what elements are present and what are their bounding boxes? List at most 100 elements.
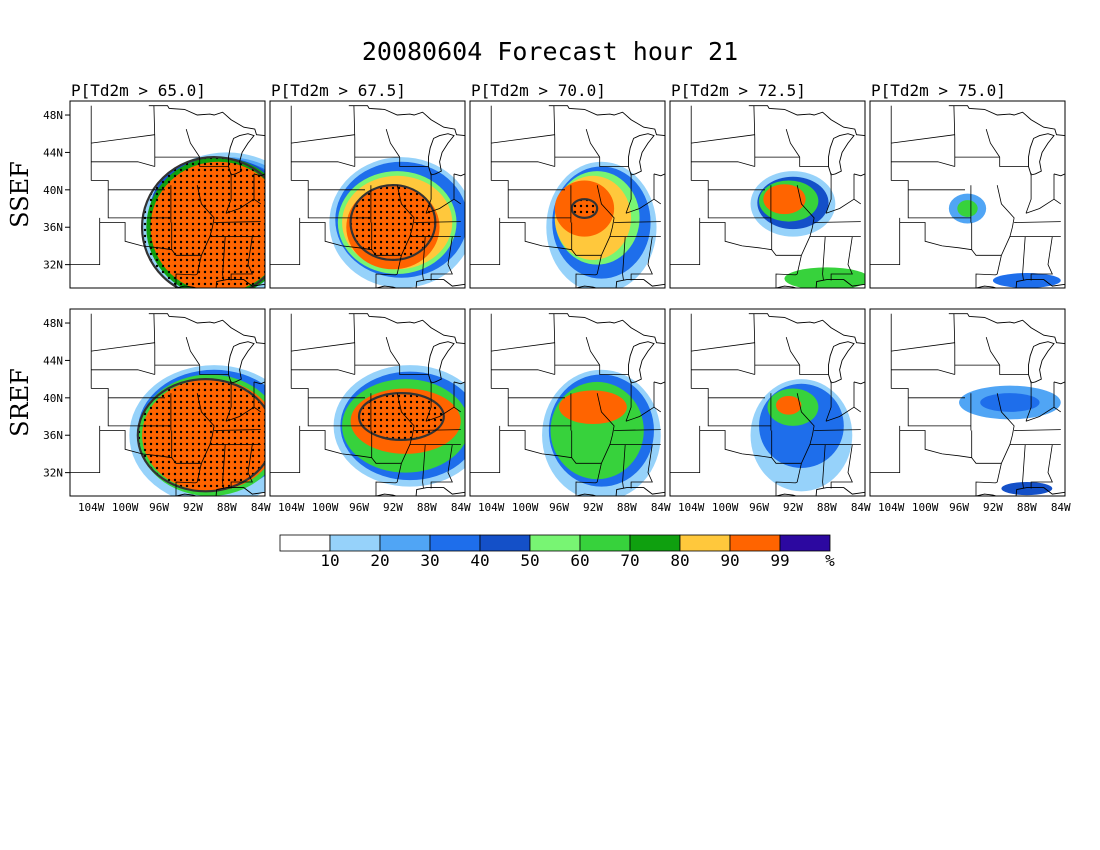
coastline <box>853 381 865 385</box>
state-boundary <box>99 222 172 251</box>
state-boundary <box>985 128 1001 158</box>
state-boundary <box>575 393 615 496</box>
coastline <box>775 487 865 496</box>
state-boundary <box>91 180 109 190</box>
longitude-label: 92W <box>783 501 803 514</box>
coastline <box>1028 133 1055 176</box>
state-boundary <box>825 198 855 214</box>
longitude-label: 88W <box>617 501 637 514</box>
panel-frame <box>69 100 266 289</box>
state-boundary <box>299 222 372 251</box>
state-boundary <box>307 189 371 219</box>
colorbar-swatch <box>629 534 681 552</box>
state-boundary <box>375 393 415 496</box>
state-boundary <box>107 189 171 219</box>
latitude-label: 44N <box>43 354 63 367</box>
coastline <box>428 133 455 176</box>
state-boundary <box>785 128 801 158</box>
state-boundary <box>830 236 853 281</box>
coastline <box>548 105 665 137</box>
state-boundary <box>691 342 755 352</box>
state-boundary <box>1022 236 1026 281</box>
state-boundary <box>422 444 426 489</box>
state-boundary <box>507 397 571 427</box>
coastline <box>653 173 665 177</box>
coastline <box>148 313 265 345</box>
state-boundary <box>491 388 509 398</box>
state-boundary <box>225 198 255 214</box>
state-boundary <box>91 134 155 144</box>
longitude-label: 96W <box>949 501 969 514</box>
state-boundary <box>753 105 756 167</box>
state-boundary <box>553 313 556 375</box>
state-boundary <box>385 128 401 158</box>
coastline <box>828 341 855 384</box>
state-boundary <box>222 444 226 489</box>
longitude-label: 84W <box>851 501 871 514</box>
longitude-label: 92W <box>183 501 203 514</box>
state-boundary <box>225 381 232 422</box>
latitude-label: 36N <box>43 429 63 442</box>
state-boundary <box>585 336 601 366</box>
map-panel <box>469 308 666 497</box>
state-boundary <box>270 217 301 266</box>
state-boundary <box>1022 444 1026 489</box>
panel-frame <box>469 308 666 497</box>
panel-frame <box>869 308 1066 497</box>
state-boundary <box>230 444 253 489</box>
stipple-region <box>570 198 599 219</box>
probability-region <box>980 393 1040 412</box>
state-boundary <box>422 236 426 281</box>
state-boundary <box>291 161 355 167</box>
state-boundary <box>975 393 1015 496</box>
coastline <box>575 279 665 288</box>
state-boundary <box>430 236 453 281</box>
longitude-label: 100W <box>312 501 339 514</box>
figure-title: 20080604 Forecast hour 21 <box>362 37 738 66</box>
state-boundary <box>699 430 772 459</box>
coastline <box>228 341 255 384</box>
map-panel <box>269 100 466 289</box>
colorbar-swatch <box>429 534 481 552</box>
latitude-label: 40N <box>43 184 63 197</box>
map-panel <box>669 308 866 497</box>
state-boundary <box>353 313 356 375</box>
panel-frame <box>869 100 1066 289</box>
map-panel <box>469 100 666 289</box>
latitude-label: 32N <box>43 259 63 272</box>
state-boundary <box>553 105 556 167</box>
colorbar-label: 90 <box>720 551 739 570</box>
state-boundary <box>70 425 101 474</box>
row-label: SREF <box>6 368 34 437</box>
state-boundary <box>953 105 956 167</box>
state-boundary <box>385 336 401 366</box>
state-boundary <box>771 430 802 464</box>
state-boundary <box>830 444 853 489</box>
probability-region <box>559 390 627 425</box>
state-boundary <box>691 180 709 190</box>
state-boundary <box>622 444 626 489</box>
longitude-label: 96W <box>749 501 769 514</box>
colorbar-swatch <box>779 534 831 552</box>
coastline <box>853 173 865 177</box>
state-boundary <box>499 222 572 251</box>
state-boundary <box>399 365 429 375</box>
state-boundary <box>225 173 232 214</box>
longitude-label: 84W <box>1051 501 1071 514</box>
coastline <box>428 341 455 384</box>
colorbar-swatch <box>379 534 431 552</box>
state-boundary <box>291 369 355 375</box>
longitude-label: 88W <box>217 501 237 514</box>
state-boundary <box>214 429 261 431</box>
state-boundary <box>91 342 155 352</box>
state-boundary <box>822 236 826 281</box>
state-boundary <box>399 157 429 167</box>
state-boundary <box>571 430 602 464</box>
state-boundary <box>291 134 355 144</box>
panel-title: P[Td2m > 75.0] <box>871 81 1006 100</box>
state-boundary <box>614 429 661 431</box>
stipple-region <box>140 156 265 288</box>
stipple-region <box>136 378 265 493</box>
state-boundary <box>625 381 632 422</box>
longitude-label: 104W <box>678 501 705 514</box>
